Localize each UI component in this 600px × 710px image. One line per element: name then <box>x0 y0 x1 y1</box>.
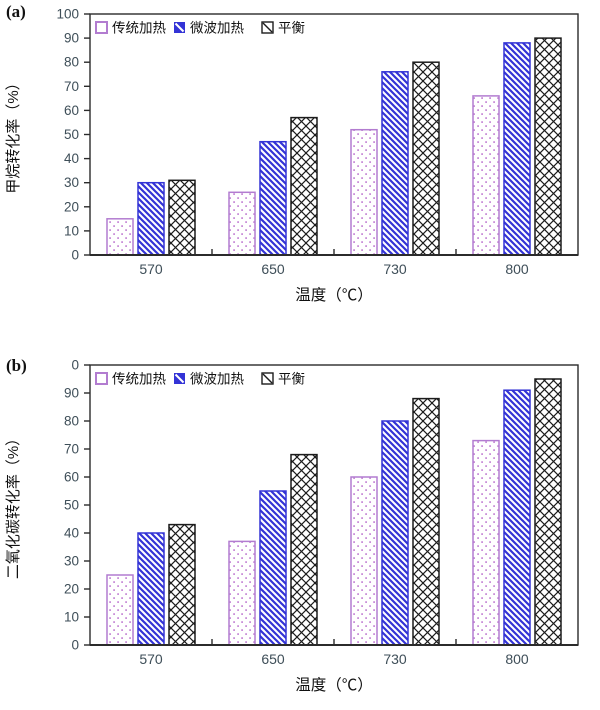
x-tick-label: 800 <box>505 261 529 277</box>
y-tick-label: 60 <box>64 103 79 118</box>
bar-crosshatch-730 <box>412 61 440 256</box>
x-tick-label: 650 <box>261 651 285 667</box>
chart-a-block: (a) 0 10 20 30 40 50 60 70 80 90 100 570 650 730 800 传统… <box>0 0 600 340</box>
methane-conversion-chart: 0 10 20 30 40 50 60 70 80 90 100 570 650 730 800 传统加热 微波… <box>5 7 579 304</box>
x-tick-label: 570 <box>139 651 163 667</box>
bar-dots-730 <box>350 128 378 256</box>
legend-marker-diagonal-line <box>174 22 185 33</box>
x-tick-label: 570 <box>139 261 163 277</box>
panel-label-b: (b) <box>6 356 27 375</box>
y-tick-label: 80 <box>64 414 79 429</box>
y-tick-label: 100 <box>56 7 79 22</box>
chart-b-block: (b) 0 10 20 30 40 50 60 70 80 90 0 570 650 730 800 传统加热… <box>0 340 600 710</box>
bar-dots-730 <box>350 476 378 646</box>
y-tick-label: 30 <box>64 175 79 190</box>
x-axis-title: 温度（℃） <box>295 676 373 694</box>
bar-diagonal-800 <box>503 389 531 646</box>
legend-marker-dots <box>95 372 108 385</box>
bar-diagonal-730 <box>381 71 409 256</box>
y-tick-label: 90 <box>64 386 79 401</box>
y-tick-label: 70 <box>64 79 79 94</box>
legend-label: 平衡 <box>278 21 305 36</box>
bar-dots-650 <box>228 191 256 256</box>
y-tick-label: 20 <box>64 582 79 597</box>
bar-crosshatch-800 <box>534 37 562 256</box>
legend-label: 传统加热 <box>112 21 166 36</box>
y-tick-label: 20 <box>64 199 79 214</box>
bar-crosshatch-570 <box>168 523 196 646</box>
legend-label: 微波加热 <box>190 372 244 387</box>
bar-diagonal-570 <box>137 532 165 646</box>
x-tick-label: 730 <box>383 261 407 277</box>
bar-crosshatch-650 <box>290 453 318 646</box>
bar-diagonal-730 <box>381 420 409 646</box>
bar-crosshatch-800 <box>534 378 562 646</box>
legend-marker-diagonal-line <box>174 373 185 384</box>
y-tick-label: 40 <box>64 526 79 541</box>
legend-label: 微波加热 <box>190 21 244 36</box>
bar-crosshatch-650 <box>290 116 318 256</box>
bar-dots-570 <box>106 574 134 646</box>
y-tick-label: 10 <box>64 610 79 625</box>
y-tick-label: 50 <box>64 498 79 513</box>
y-tick-label: 0 <box>71 248 79 263</box>
legend-label: 传统加热 <box>112 372 166 387</box>
x-tick-label: 650 <box>261 261 285 277</box>
bar-dots-650 <box>228 540 256 646</box>
y-tick-label: 50 <box>64 127 79 142</box>
panel-label-a: (a) <box>6 2 26 21</box>
legend-marker-crosshatch-line <box>262 373 273 384</box>
bar-dots-800 <box>472 95 500 256</box>
bar-crosshatch-570 <box>168 179 196 256</box>
y-axis-title: 甲烷转化率（%） <box>5 75 22 193</box>
bar-crosshatch-730 <box>412 397 440 646</box>
y-tick-label: 0 <box>71 638 79 653</box>
bar-diagonal-650 <box>259 490 287 646</box>
y-tick-label: 10 <box>64 223 79 238</box>
bar-diagonal-650 <box>259 140 287 256</box>
y-axis-title: 二氧化碳转化率（%） <box>5 431 22 579</box>
y-tick-label: 40 <box>64 151 79 166</box>
bar-dots-800 <box>472 439 500 646</box>
bar-dots-570 <box>106 218 134 256</box>
y-tick-label: 30 <box>64 554 79 569</box>
legend-marker-crosshatch-line <box>262 22 273 33</box>
y-tick-label: 0 <box>71 358 79 373</box>
co2-conversion-chart: 0 10 20 30 40 50 60 70 80 90 0 570 650 730 800 传统加热 微波加热… <box>5 358 579 694</box>
y-tick-label: 70 <box>64 442 79 457</box>
y-tick-label: 80 <box>64 55 79 70</box>
bar-diagonal-570 <box>137 181 165 256</box>
legend-marker-dots <box>95 21 108 34</box>
y-tick-label: 90 <box>64 31 79 46</box>
y-tick-label: 60 <box>64 470 79 485</box>
x-axis-title: 温度（℃） <box>295 286 373 304</box>
bar-diagonal-800 <box>503 42 531 256</box>
legend-label: 平衡 <box>278 372 305 387</box>
x-tick-label: 730 <box>383 651 407 667</box>
x-tick-label: 800 <box>505 651 529 667</box>
